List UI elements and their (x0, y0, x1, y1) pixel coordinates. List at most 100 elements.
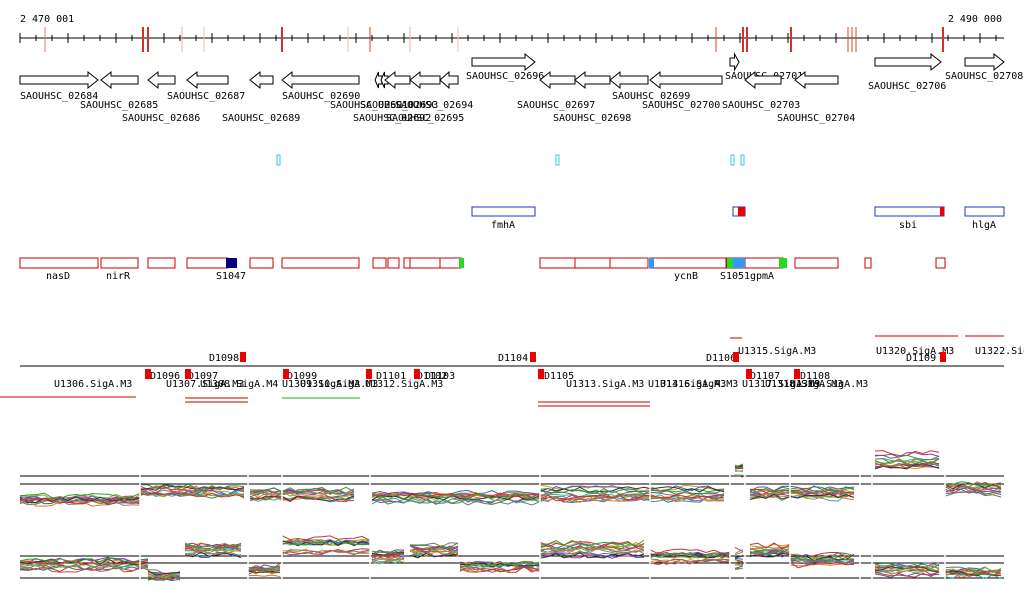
promoter-label: U1310.SigA.M3 (300, 379, 378, 390)
gene-arrow (874, 52, 942, 72)
feature-highlight (649, 258, 654, 268)
gene-label: SAOUHSC_02706 (868, 81, 946, 92)
gene-label: SAOUHSC_02697 (517, 100, 595, 111)
gene-arrow (574, 70, 611, 90)
feature-box (574, 257, 611, 269)
motif-mark (555, 154, 560, 166)
feature-box (186, 257, 229, 269)
gene-arrow (249, 70, 274, 90)
feature-box (249, 257, 274, 269)
named-gene-marker (940, 207, 944, 216)
named-gene-box (874, 206, 945, 217)
gene-arrow (409, 70, 441, 90)
feature-box (281, 257, 360, 269)
feature-box (794, 257, 839, 269)
promoter-label: D1107 (750, 371, 780, 382)
promoter-marker (283, 369, 289, 379)
motif-mark (730, 154, 735, 166)
gene-label: SAOUHSC_02693 (360, 100, 438, 111)
feature-label: nasD (46, 271, 70, 282)
promoter-label: D1102 (417, 371, 447, 382)
named-gene-box (471, 206, 536, 217)
promoter-marker (414, 369, 420, 379)
promoter-label: D1109 (906, 353, 936, 364)
gene-label: SAOUHSC_02703 (722, 100, 800, 111)
gene-label: SAOUHSC_02695 (386, 113, 464, 124)
gene-arrow (539, 70, 576, 90)
gene-arrow (147, 70, 176, 90)
named-gene-label: hlgA (972, 220, 996, 231)
feature-box (649, 257, 727, 269)
feature-box (864, 257, 872, 269)
motif-mark (740, 154, 745, 166)
gene-arrow (471, 52, 536, 72)
feature-box (409, 257, 441, 269)
gene-arrow (649, 70, 723, 90)
expression-line (19, 539, 1002, 581)
gene-label: SAOUHSC_02689 (222, 113, 300, 124)
promoter-label: D1099 (287, 371, 317, 382)
promoter-label: D1106 (706, 353, 736, 364)
promoter-label: U1317.SigA.M3 (742, 379, 820, 390)
gene-label: SAOUHSC_02696 (466, 71, 544, 82)
gene-label: SAOUHSC_02694 (395, 100, 473, 111)
expression-line (19, 458, 1002, 501)
feature-highlight (226, 258, 237, 268)
gene-label: SAOUHSC_02699 (612, 91, 690, 102)
gene-label: SAOUHSC_02692 (353, 113, 431, 124)
feature-box (100, 257, 139, 269)
expression-profiles (19, 450, 1004, 600)
gene-arrow (729, 52, 740, 72)
promoter-label: U1312.SigA.M3 (365, 379, 443, 390)
promoter-marker (145, 369, 151, 379)
promoter-label: D1101 (376, 371, 406, 382)
ruler-end-label: 2 490 000 (948, 14, 1002, 25)
feature-highlight (727, 258, 733, 268)
gene-arrow (186, 70, 229, 90)
gene-label: SAOUHSC_02687 (167, 91, 245, 102)
ruler-ticks (19, 33, 997, 43)
gene-arrow (19, 70, 99, 90)
promoter-label: U1314.SigA.M3 (648, 379, 726, 390)
feature-box (744, 257, 784, 269)
feature-label: S1047 (216, 271, 246, 282)
feature-label: ycnB (674, 271, 698, 282)
named-gene-label: fmhA (491, 220, 515, 231)
feature-box (539, 257, 576, 269)
motif-mark (276, 154, 281, 166)
gene-label: SAOUHSC_02708 (945, 71, 1023, 82)
motif-track (276, 154, 745, 166)
gene-label: SAOUHSC_02685 (80, 100, 158, 111)
named-gene-marker (738, 207, 745, 216)
named-gene-label: sbi (899, 220, 917, 231)
gene-arrow (609, 70, 649, 90)
gene-label: SAOUHSC_02704 (777, 113, 855, 124)
promoter-label: D1097 (188, 371, 218, 382)
gene-arrow (964, 52, 1005, 72)
named-gene-track: fmhA sbi hlgA (471, 206, 1005, 231)
feature-track: nasD nirR S1047 ycnB S1051 gpmA (19, 257, 946, 282)
promoter-label: U1306.SigA.M3 (54, 379, 132, 390)
promoter-marker (794, 369, 800, 379)
gene-arrow (794, 70, 839, 90)
feature-label: gpmA (750, 271, 774, 282)
gene-arrow (100, 70, 139, 90)
feature-box (19, 257, 99, 269)
coordinate-ruler: 2 470 001 2 490 000 (19, 14, 1004, 52)
promoter-label: D1104 (498, 353, 528, 364)
promoter-label: D1098 (209, 353, 239, 364)
expression-line (19, 542, 1002, 575)
promoter-label: U1316.SigA.M3 (660, 379, 738, 390)
gene-label: SAOUHSC_02691 (330, 100, 408, 111)
promoter-label: U1308.SigA.M4 (200, 379, 278, 390)
feature-label: S1051 (720, 271, 750, 282)
feature-box (609, 257, 649, 269)
promoter-label: U1322.SigA (975, 346, 1024, 357)
expression-line (19, 461, 1002, 505)
gene-label: SAOUHSC_02698 (553, 113, 631, 124)
promoter-marker (940, 352, 946, 362)
feature-label: nirR (106, 271, 131, 282)
